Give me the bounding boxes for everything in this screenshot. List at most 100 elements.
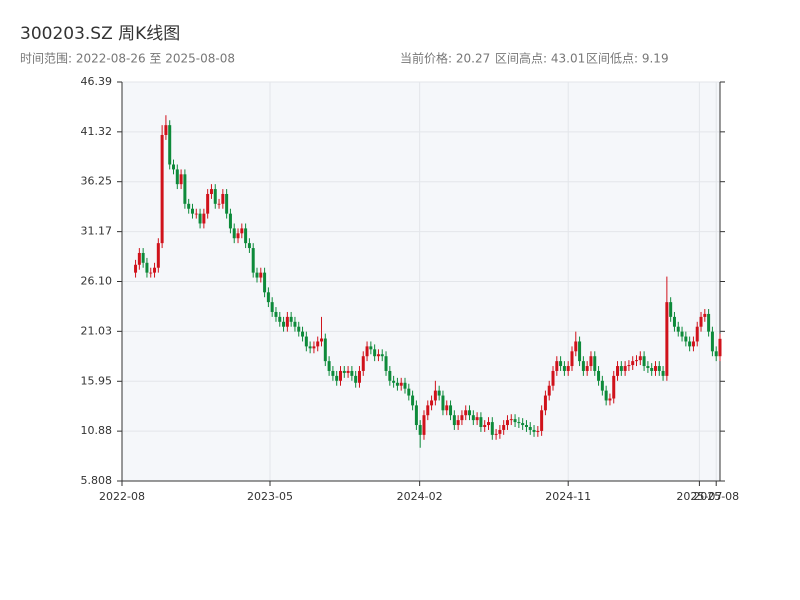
y-tick-label: 41.32 <box>81 125 113 138</box>
candle-body <box>699 316 703 327</box>
candle-body <box>331 370 335 376</box>
candle-body <box>190 208 194 214</box>
candle-body <box>274 311 278 317</box>
candle-body <box>346 370 350 373</box>
candle-body <box>665 302 669 376</box>
candle-body <box>263 272 267 293</box>
candle-body <box>471 415 475 421</box>
candle-body <box>244 228 248 244</box>
candle-body <box>255 272 259 278</box>
candle-body <box>361 356 365 371</box>
candle-body <box>335 375 339 381</box>
candle-body <box>505 420 509 426</box>
candle-body <box>376 354 380 357</box>
candle-body <box>411 395 415 406</box>
candle-body <box>327 361 331 371</box>
candle-body <box>543 395 547 411</box>
candle-body <box>228 213 232 229</box>
candle-body <box>357 370 361 383</box>
candle-body <box>600 380 604 391</box>
candle-body <box>562 366 566 371</box>
candle-body <box>691 341 695 347</box>
candle-body <box>589 356 593 367</box>
candle-body <box>551 370 555 386</box>
y-tick-label: 5.808 <box>81 474 113 487</box>
candle-body <box>521 423 525 426</box>
x-tick-label: 2022-08 <box>99 490 145 503</box>
candle-body <box>266 292 270 303</box>
y-tick-label: 26.10 <box>81 274 113 287</box>
candle-body <box>688 341 692 347</box>
candle-body <box>441 395 445 411</box>
candle-body <box>380 354 384 357</box>
candle-body <box>285 316 289 327</box>
candle-body <box>316 341 320 347</box>
candle-body <box>676 326 680 332</box>
candle-body <box>680 331 684 337</box>
candle-body <box>338 370 342 381</box>
candle-body <box>187 203 191 209</box>
candle-body <box>304 336 308 347</box>
candle-body <box>342 370 346 373</box>
candle-body <box>653 366 657 371</box>
y-tick-label: 10.88 <box>81 424 113 437</box>
candle-body <box>320 338 324 342</box>
candle-body <box>566 366 570 371</box>
candle-body <box>426 405 430 416</box>
candle-body <box>452 415 456 426</box>
candle-body <box>395 382 399 386</box>
candle-body <box>581 361 585 371</box>
candle-body <box>635 360 639 362</box>
candle-body <box>198 213 202 224</box>
x-tick-label: 2023-05 <box>247 490 293 503</box>
candle-body <box>433 390 437 401</box>
candle-body <box>297 326 301 332</box>
candle-body <box>289 316 293 322</box>
candle-body <box>468 410 472 416</box>
candle-body <box>638 356 642 361</box>
candle-body <box>718 338 722 357</box>
candle-body <box>710 331 714 352</box>
candle-body <box>164 125 168 135</box>
candle-body <box>282 321 286 327</box>
candle-body <box>498 429 502 434</box>
candle-body <box>217 203 221 205</box>
candle-body <box>486 422 490 426</box>
chart-title: 300203.SZ 周K线图 <box>20 24 180 44</box>
candle-body <box>585 366 589 371</box>
candle-body <box>578 341 582 362</box>
candle-body <box>202 213 206 224</box>
candle-body <box>597 370 601 381</box>
candle-body <box>270 302 274 312</box>
candle-body <box>608 398 612 401</box>
y-tick-label: 31.17 <box>81 225 113 238</box>
candle-body <box>707 313 711 332</box>
candle-body <box>456 420 460 426</box>
candle-body <box>247 243 251 249</box>
candle-body <box>293 321 297 327</box>
candle-body <box>156 243 160 268</box>
candle-body <box>714 351 718 357</box>
candle-body <box>259 272 263 278</box>
candle-body <box>619 366 623 371</box>
candle-body <box>240 228 244 234</box>
candle-body <box>593 356 597 371</box>
stat-high: 区间高点: 43.01 <box>495 51 585 66</box>
candle-body <box>323 338 327 362</box>
candle-body <box>532 429 536 432</box>
x-tick-label: 2024-11 <box>545 490 591 503</box>
candle-body <box>213 189 217 204</box>
candle-body <box>631 361 635 366</box>
candle-body <box>627 365 631 367</box>
candle-body <box>350 370 354 376</box>
candle-body <box>430 400 434 406</box>
candle-body <box>642 356 646 367</box>
candle-body <box>236 233 240 239</box>
candle-body <box>502 425 506 430</box>
candle-body <box>384 356 388 371</box>
candle-body <box>251 248 255 273</box>
candle-body <box>354 375 358 383</box>
candle-body <box>547 385 551 396</box>
candle-body <box>168 125 172 165</box>
